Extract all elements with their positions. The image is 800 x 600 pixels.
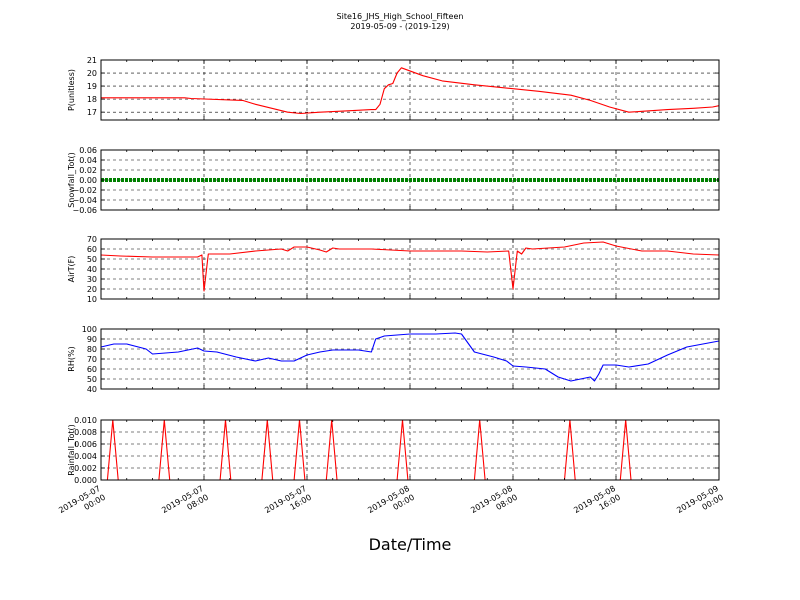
y-tick-label: 18 <box>87 95 97 104</box>
x-tick-marks <box>100 150 720 210</box>
x-tick-marks <box>100 60 720 120</box>
y-axis-label: Snowfall_Tot() <box>67 152 76 208</box>
y-tick-label: 0.008 <box>74 428 97 437</box>
y-tick-label: 20 <box>87 69 97 78</box>
series-line-1 <box>100 241 720 292</box>
y-tick-label: 60 <box>87 365 97 374</box>
subplot-5: 0.000 0.002 0.004 0.006 0.008 0.010Rainfall_T… <box>67 416 720 485</box>
y-tick-label: 50 <box>87 375 97 384</box>
y-tick-label: 70 <box>87 355 97 364</box>
y-tick-label: 0.004 <box>74 452 97 461</box>
y-tick-label: 0.00 <box>79 176 97 185</box>
subplot-stack: 1718192021P(unitless)−0.06−0.04−0.020.00… <box>67 56 720 485</box>
y-tick-label: 70 <box>87 235 97 244</box>
series-line-1 <box>101 67 720 115</box>
y-tick-label: 0.002 <box>74 464 97 473</box>
y-axis-label: AirT(F) <box>67 256 76 283</box>
y-tick-label: 40 <box>87 385 97 394</box>
y-tick-label: 0.02 <box>79 166 97 175</box>
y-tick-label: 30 <box>87 275 97 284</box>
y-tick-label: 50 <box>87 255 97 264</box>
y-tick-label: 17 <box>87 108 97 117</box>
y-tick-label: 0.000 <box>74 476 97 485</box>
chart-title-line1: Site16_JHS_High_School_Fifteen <box>337 12 464 21</box>
y-tick-label: 19 <box>87 82 97 91</box>
subplot-2: −0.06−0.04−0.020.000.020.040.06Snowfall_… <box>67 146 720 215</box>
y-tick-label: 20 <box>87 285 97 294</box>
series-line-1 <box>100 332 720 382</box>
y-tick-label: −0.04 <box>72 196 97 205</box>
gridlines <box>101 329 719 389</box>
y-tick-label: 80 <box>87 345 97 354</box>
y-tick-label: 100 <box>82 325 97 334</box>
x-axis-label: Date/Time <box>369 535 452 554</box>
y-tick-label: 0.04 <box>79 156 97 165</box>
y-axis-label: P(unitless) <box>67 69 76 111</box>
y-tick-label: 0.010 <box>74 416 97 425</box>
y-axis-label: RH(%) <box>67 346 76 371</box>
x-tick-marks <box>100 420 720 480</box>
y-tick-label: 0.06 <box>79 146 97 155</box>
y-tick-label: 40 <box>87 265 97 274</box>
y-tick-label: 0.006 <box>74 440 97 449</box>
chart-title-line2: 2019-05-09 - (2019-129) <box>350 22 449 31</box>
y-tick-label: 90 <box>87 335 97 344</box>
y-tick-label: 60 <box>87 245 97 254</box>
y-axis-label: Rainfall_Tot() <box>67 424 76 476</box>
y-tick-label: 10 <box>87 295 97 304</box>
subplot-1: 17 18 19 20 21 P(unitless) <box>67 56 720 121</box>
y-tick-label: 21 <box>87 56 97 65</box>
x-tick-marks <box>100 329 720 389</box>
gridlines <box>101 420 719 480</box>
y-tick-label: −0.02 <box>72 186 97 195</box>
y-tick-label: −0.06 <box>72 206 97 215</box>
x-tick-marks <box>100 239 720 299</box>
